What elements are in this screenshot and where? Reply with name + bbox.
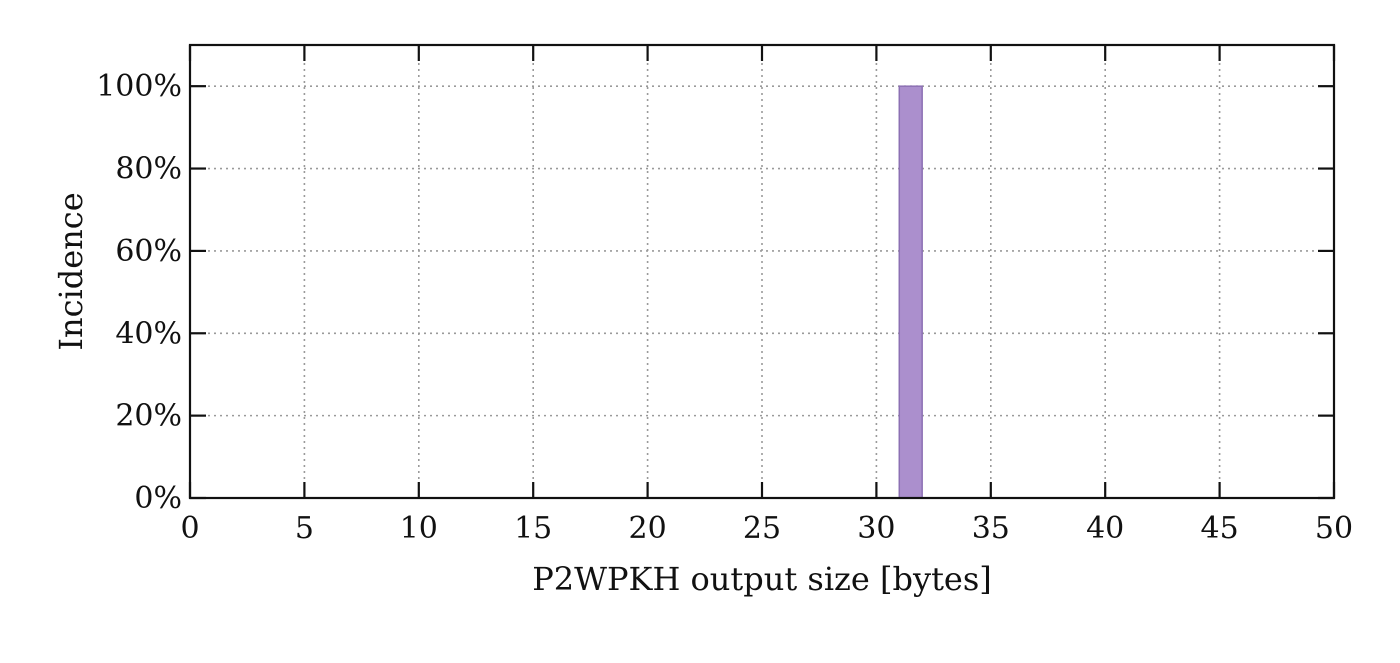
x-tick-label: 45 bbox=[1201, 511, 1239, 546]
x-axis-label: P2WPKH output size [bytes] bbox=[532, 560, 992, 598]
y-tick-label: 60% bbox=[115, 234, 182, 269]
tick-marks bbox=[188, 45, 1336, 500]
y-tick-label: 40% bbox=[115, 316, 182, 351]
y-tick-label: 80% bbox=[115, 152, 182, 187]
x-tick-labels: 0 5 10 15 20 25 30 35 40 45 50 bbox=[180, 511, 1353, 546]
y-tick-label: 20% bbox=[115, 399, 182, 434]
x-tick-label: 15 bbox=[514, 511, 552, 546]
x-tick-label: 40 bbox=[1086, 511, 1124, 546]
y-tick-labels: 0% 20% 40% 60% 80% 100% bbox=[96, 69, 182, 516]
x-tick-label: 30 bbox=[857, 511, 895, 546]
x-tick-label: 50 bbox=[1315, 511, 1353, 546]
x-tick-label: 20 bbox=[629, 511, 667, 546]
bar bbox=[898, 85, 923, 499]
y-axis-label: Incidence bbox=[52, 192, 90, 350]
bars bbox=[898, 85, 923, 499]
x-tick-label: 5 bbox=[295, 511, 314, 546]
x-tick-label: 25 bbox=[743, 511, 781, 546]
y-tick-label: 100% bbox=[96, 69, 182, 104]
x-tick-label: 35 bbox=[972, 511, 1010, 546]
grid bbox=[190, 45, 1334, 498]
x-tick-label: 0 bbox=[180, 511, 199, 546]
y-tick-label: 0% bbox=[134, 481, 182, 516]
x-tick-label: 10 bbox=[400, 511, 438, 546]
